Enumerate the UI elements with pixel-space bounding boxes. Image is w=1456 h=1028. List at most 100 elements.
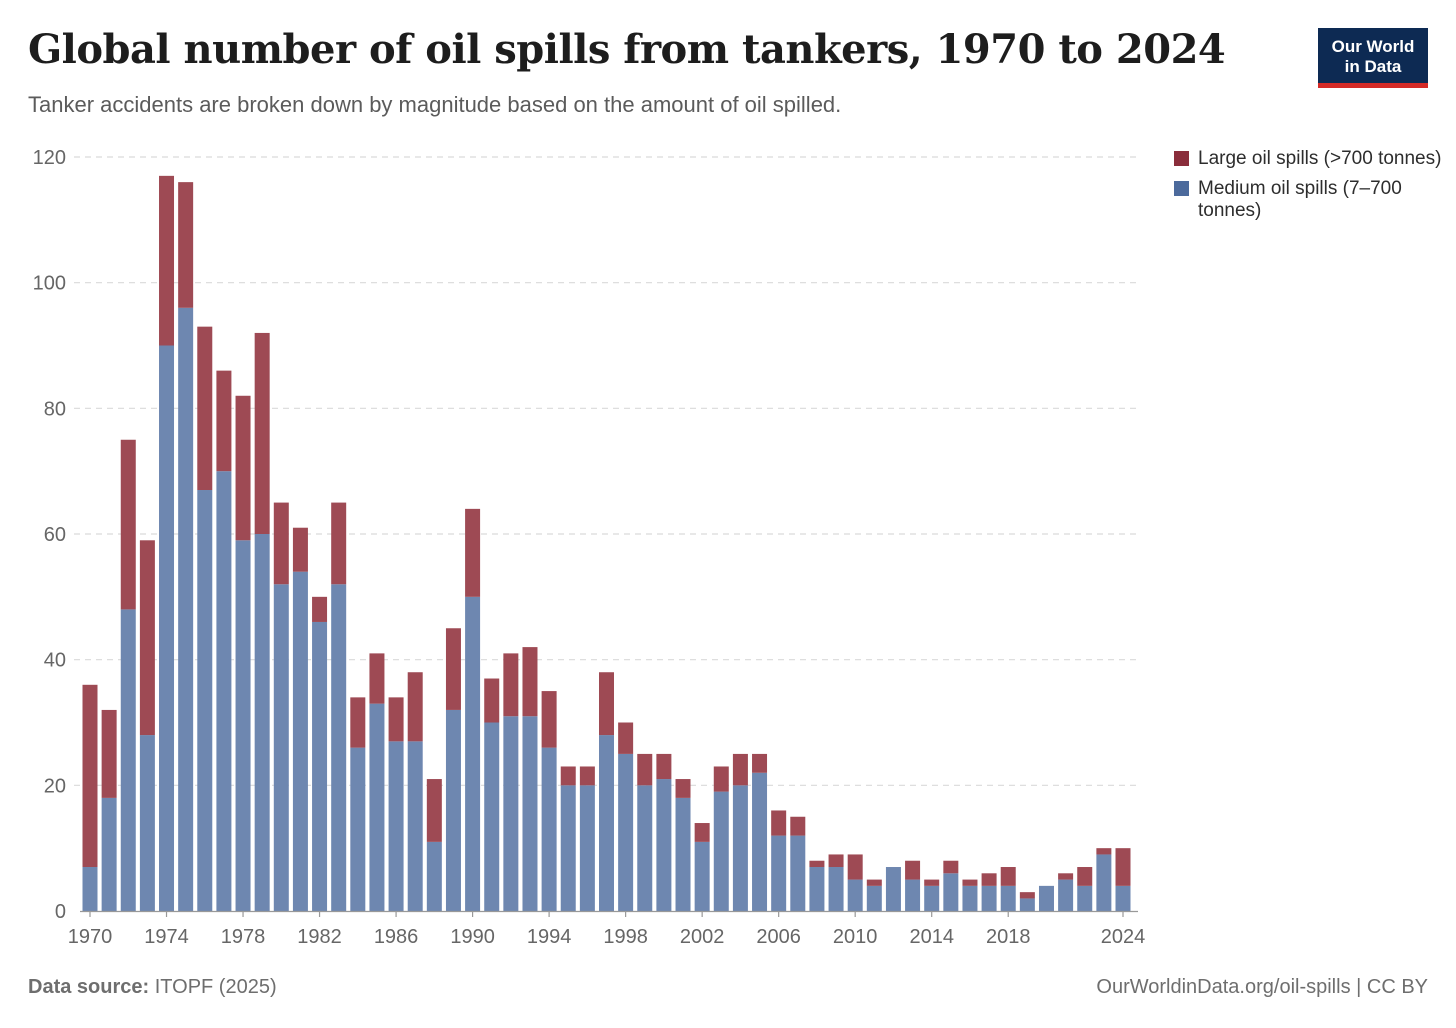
bar-medium-2001[interactable] — [675, 797, 691, 911]
bar-large-2009[interactable] — [828, 854, 844, 868]
bar-large-1988[interactable] — [426, 779, 442, 842]
bar-medium-2015[interactable] — [943, 873, 959, 911]
bar-large-2003[interactable] — [713, 766, 729, 792]
bar-medium-2005[interactable] — [752, 772, 768, 911]
bar-large-2001[interactable] — [675, 779, 691, 798]
bar-medium-2023[interactable] — [1096, 854, 1112, 911]
bar-medium-1987[interactable] — [407, 741, 423, 911]
bar-large-2016[interactable] — [962, 879, 978, 886]
bar-medium-2020[interactable] — [1038, 885, 1054, 911]
bar-medium-1993[interactable] — [522, 716, 538, 911]
bar-large-1993[interactable] — [522, 647, 538, 717]
bar-medium-1981[interactable] — [292, 571, 308, 911]
bar-medium-2003[interactable] — [713, 791, 729, 911]
bar-large-1978[interactable] — [235, 395, 251, 541]
bar-medium-2022[interactable] — [1077, 885, 1093, 911]
bar-large-1970[interactable] — [82, 684, 98, 868]
bar-medium-1975[interactable] — [178, 307, 194, 911]
bar-large-1983[interactable] — [331, 502, 347, 585]
bar-medium-2019[interactable] — [1019, 898, 1035, 911]
bar-medium-1989[interactable] — [445, 709, 461, 911]
bar-medium-2014[interactable] — [924, 885, 940, 911]
bar-medium-2024[interactable] — [1115, 885, 1131, 911]
bar-medium-1985[interactable] — [369, 703, 385, 911]
bar-large-1987[interactable] — [407, 672, 423, 742]
bar-large-1982[interactable] — [312, 596, 328, 622]
bar-medium-2017[interactable] — [981, 885, 997, 911]
bar-large-2010[interactable] — [847, 854, 863, 880]
bar-large-2000[interactable] — [656, 753, 672, 780]
bar-large-2024[interactable] — [1115, 848, 1131, 886]
owid-logo[interactable]: Our World in Data — [1318, 28, 1428, 88]
bar-medium-1978[interactable] — [235, 540, 251, 911]
bar-medium-1970[interactable] — [82, 867, 98, 911]
bar-medium-2004[interactable] — [732, 785, 748, 911]
bar-medium-1997[interactable] — [599, 735, 614, 911]
bar-large-1994[interactable] — [541, 691, 557, 748]
bar-medium-1979[interactable] — [254, 534, 270, 911]
bar-large-1971[interactable] — [101, 709, 117, 798]
bar-large-2006[interactable] — [771, 810, 787, 836]
bar-large-1979[interactable] — [254, 332, 270, 534]
bar-large-1975[interactable] — [178, 182, 194, 308]
bar-large-1985[interactable] — [369, 653, 385, 704]
legend-item-medium[interactable]: Medium oil spills (7–700 tonnes) — [1174, 178, 1444, 222]
bar-large-2017[interactable] — [981, 873, 997, 886]
bar-medium-1977[interactable] — [216, 471, 232, 911]
bar-medium-1972[interactable] — [120, 609, 136, 911]
legend-item-large[interactable]: Large oil spills (>700 tonnes) — [1174, 148, 1444, 170]
bar-large-2023[interactable] — [1096, 848, 1112, 855]
bar-large-2005[interactable] — [752, 753, 768, 773]
bar-large-1973[interactable] — [139, 540, 155, 736]
bar-large-1999[interactable] — [637, 753, 653, 786]
bar-large-1981[interactable] — [292, 527, 308, 572]
bar-large-1996[interactable] — [579, 766, 595, 786]
bar-large-1972[interactable] — [120, 439, 136, 610]
bar-large-2008[interactable] — [809, 860, 825, 868]
bar-large-1989[interactable] — [445, 628, 461, 710]
bar-large-2004[interactable] — [732, 753, 748, 786]
bar-medium-2002[interactable] — [694, 841, 710, 911]
bar-medium-1998[interactable] — [618, 753, 634, 911]
bar-large-1998[interactable] — [618, 722, 634, 754]
bar-medium-2009[interactable] — [828, 867, 844, 911]
bar-medium-1971[interactable] — [101, 797, 117, 911]
bar-large-2018[interactable] — [1000, 867, 1016, 886]
bar-large-1992[interactable] — [503, 653, 519, 717]
bar-medium-1974[interactable] — [159, 345, 175, 912]
bar-large-2007[interactable] — [790, 816, 806, 836]
bar-medium-2006[interactable] — [771, 835, 787, 911]
bar-medium-2021[interactable] — [1058, 879, 1074, 911]
bar-large-1997[interactable] — [599, 672, 614, 736]
bar-medium-2012[interactable] — [885, 867, 901, 911]
bar-medium-1983[interactable] — [331, 584, 347, 911]
bar-medium-1991[interactable] — [484, 722, 500, 912]
bar-medium-1982[interactable] — [312, 621, 328, 911]
bar-medium-2018[interactable] — [1000, 885, 1016, 911]
bar-medium-2016[interactable] — [962, 885, 978, 911]
bar-large-2002[interactable] — [694, 823, 710, 842]
credit-link[interactable]: OurWorldinData.org/oil-spills | CC BY — [1096, 976, 1428, 998]
bar-medium-1999[interactable] — [637, 785, 653, 911]
bar-medium-1988[interactable] — [426, 841, 442, 911]
bar-large-1991[interactable] — [484, 678, 500, 723]
bar-medium-1996[interactable] — [579, 785, 595, 911]
bar-medium-1990[interactable] — [465, 596, 481, 911]
bar-large-1980[interactable] — [273, 502, 289, 585]
bar-large-1976[interactable] — [197, 326, 213, 491]
bar-medium-1976[interactable] — [197, 490, 213, 911]
bar-medium-1992[interactable] — [503, 716, 519, 911]
bar-large-2014[interactable] — [924, 879, 940, 886]
bar-medium-1980[interactable] — [273, 584, 289, 911]
bar-medium-1986[interactable] — [388, 741, 404, 911]
bar-medium-2008[interactable] — [809, 867, 825, 911]
bar-large-2021[interactable] — [1058, 873, 1074, 880]
bar-medium-2011[interactable] — [866, 885, 882, 911]
bar-large-2015[interactable] — [943, 860, 959, 874]
bar-medium-2007[interactable] — [790, 835, 806, 911]
bar-large-1986[interactable] — [388, 697, 404, 742]
bar-large-1977[interactable] — [216, 370, 232, 472]
bar-medium-1994[interactable] — [541, 747, 557, 911]
bar-large-1974[interactable] — [159, 175, 175, 346]
bar-large-2011[interactable] — [866, 879, 882, 886]
